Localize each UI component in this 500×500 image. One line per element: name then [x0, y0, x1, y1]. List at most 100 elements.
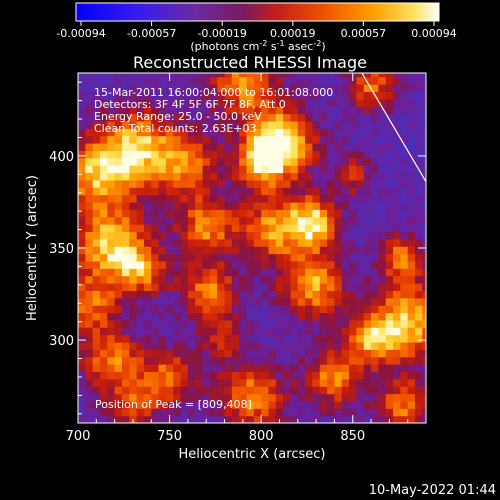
- heatmap-cell: [209, 378, 218, 387]
- heatmap-cell: [305, 327, 314, 336]
- heatmap-cell: [268, 216, 277, 225]
- heatmap-cell: [400, 341, 409, 350]
- heatmap-cell: [371, 238, 379, 247]
- heatmap-cell: [341, 319, 350, 328]
- heatmap-cell: [187, 356, 196, 365]
- heatmap-cell: [283, 253, 292, 262]
- heatmap-cell: [422, 371, 426, 380]
- heatmap-cell: [92, 231, 101, 240]
- heatmap-cell: [341, 371, 350, 380]
- heatmap-cell: [327, 364, 336, 373]
- heatmap-cell: [356, 187, 365, 196]
- heatmap-cell: [341, 120, 350, 129]
- heatmap-cell: [85, 400, 94, 409]
- heatmap-cell: [305, 268, 314, 277]
- heatmap-cell: [187, 106, 196, 115]
- heatmap-cell: [415, 135, 423, 144]
- heatmap-cell: [283, 305, 292, 314]
- heatmap-cell: [129, 378, 138, 387]
- heatmap-cell: [78, 408, 86, 417]
- heatmap-cell: [92, 209, 101, 218]
- heatmap-cell: [114, 73, 123, 78]
- heatmap-cell: [187, 143, 196, 151]
- heatmap-cell: [261, 231, 270, 240]
- heatmap-cell: [283, 246, 292, 255]
- heatmap-cell: [136, 120, 145, 129]
- heatmap-cell: [327, 386, 336, 395]
- heatmap-cell: [305, 76, 314, 85]
- heatmap-cell: [143, 113, 152, 122]
- heatmap-cell: [202, 98, 211, 107]
- heatmap-cell: [319, 231, 328, 240]
- heatmap-cell: [92, 113, 101, 122]
- heatmap-cell: [341, 187, 350, 196]
- heatmap-cell: [407, 209, 416, 218]
- heatmap-cell: [341, 400, 350, 409]
- heatmap-cell: [173, 364, 182, 373]
- heatmap-cell: [334, 135, 343, 144]
- heatmap-cell: [239, 305, 248, 314]
- heatmap-cell: [312, 128, 321, 137]
- heatmap-cell: [129, 120, 138, 129]
- heatmap-cell: [209, 275, 218, 284]
- heatmap-cell: [99, 128, 108, 137]
- heatmap-cell: [107, 106, 116, 115]
- heatmap-cell: [202, 135, 211, 144]
- heatmap-cell: [224, 135, 233, 144]
- heatmap-cell: [151, 172, 160, 181]
- heatmap-cell: [114, 312, 123, 321]
- heatmap-cell: [341, 84, 350, 93]
- heatmap-cell: [422, 260, 426, 269]
- heatmap-cell: [334, 341, 343, 350]
- heatmap-cell: [224, 179, 233, 188]
- heatmap-cell: [327, 356, 336, 365]
- heatmap-cell: [385, 283, 394, 291]
- heatmap-cell: [312, 327, 321, 336]
- heatmap-cell: [92, 378, 101, 387]
- heatmap-cell: [99, 349, 108, 358]
- heatmap-cell: [121, 143, 130, 151]
- heatmap-cell: [327, 209, 336, 218]
- heatmap-cell: [363, 209, 372, 218]
- heatmap-cell: [422, 224, 426, 233]
- heatmap-cell: [143, 150, 152, 159]
- heatmap-cell: [107, 378, 116, 387]
- heatmap-cell: [114, 98, 123, 107]
- heatmap-cell: [224, 209, 233, 218]
- heatmap-cell: [268, 106, 277, 115]
- heatmap-cell: [415, 327, 423, 336]
- heatmap-cell: [385, 194, 394, 203]
- heatmap-cell: [136, 187, 145, 196]
- heatmap-cell: [239, 400, 248, 409]
- heatmap-cell: [231, 327, 240, 336]
- colorbar-tick-label: 0.00057: [341, 27, 387, 40]
- heatmap-cell: [283, 150, 292, 159]
- heatmap-cell: [305, 341, 314, 350]
- heatmap-cell: [143, 408, 152, 417]
- heatmap-cell: [136, 371, 145, 380]
- heatmap-cell: [363, 378, 372, 387]
- heatmap-cell: [121, 400, 130, 409]
- heatmap-cell: [312, 341, 321, 350]
- heatmap-cell: [385, 327, 394, 336]
- heatmap-cell: [151, 260, 160, 269]
- heatmap-cell: [231, 106, 240, 115]
- heatmap-cell: [371, 341, 379, 350]
- heatmap-cell: [363, 312, 372, 321]
- heatmap-cell: [173, 260, 182, 269]
- heatmap-cell: [268, 349, 277, 358]
- heatmap-cell: [297, 275, 306, 284]
- heatmap-cell: [173, 73, 182, 78]
- heatmap-cell: [239, 268, 248, 277]
- heatmap-cell: [415, 76, 423, 85]
- heatmap-cell: [415, 84, 423, 93]
- heatmap-cell: [290, 157, 299, 166]
- heatmap-cell: [268, 415, 277, 423]
- heatmap-cell: [334, 143, 343, 151]
- heatmap-cell: [85, 253, 94, 262]
- heatmap-cell: [422, 84, 426, 93]
- heatmap-cell: [136, 150, 145, 159]
- heatmap-cell: [129, 128, 138, 137]
- heatmap-cell: [422, 120, 426, 129]
- heatmap-cell: [385, 334, 394, 343]
